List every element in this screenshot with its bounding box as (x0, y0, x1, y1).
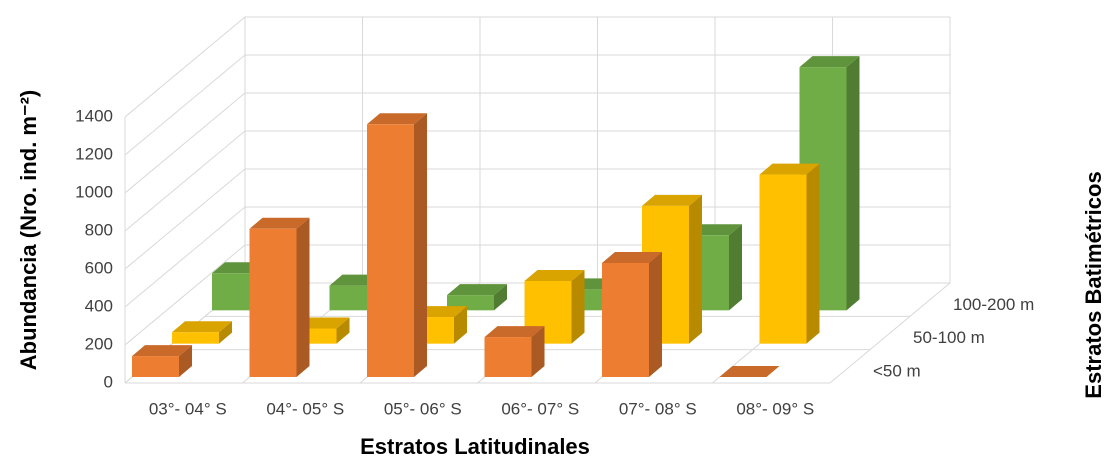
bar-side (454, 306, 467, 344)
bar-top (602, 252, 662, 263)
x-tick-label: 06°- 07° S (501, 399, 579, 418)
bar-top (719, 366, 780, 377)
y-tick-label: 200 (85, 334, 113, 353)
x-tick-label: 08°- 09° S (736, 399, 814, 418)
y-tick-label: 1200 (75, 144, 113, 163)
floor-line (829, 282, 951, 384)
y-tick-label: 600 (85, 258, 113, 277)
bar-top (759, 163, 820, 175)
bar-side (729, 224, 742, 311)
bar-top (367, 113, 427, 125)
bar-top (799, 56, 860, 68)
bar-side (531, 326, 545, 377)
bar-side (649, 252, 662, 377)
bar-side (179, 345, 192, 377)
bar-side (296, 217, 310, 377)
bar-top (447, 284, 507, 296)
legend-label: <50 m (873, 361, 921, 380)
bar (367, 124, 414, 377)
z-axis-title: Estratos Batimétricos (1081, 171, 1106, 398)
bar-side (414, 113, 427, 378)
bar (602, 263, 649, 377)
x-tick-label: 03°- 04° S (149, 399, 227, 418)
bar-top (524, 269, 585, 281)
bar-side (806, 163, 820, 344)
bar-side (336, 317, 350, 344)
bar (172, 332, 219, 344)
legend-label: 50-100 m (913, 328, 985, 347)
y-tick-label: 1400 (75, 106, 113, 125)
bar-side (846, 56, 860, 311)
x-tick-label: 05°- 06° S (384, 399, 462, 418)
x-tick-label: 07°- 08° S (619, 399, 697, 418)
bar-top (132, 345, 192, 357)
bar-side (494, 284, 507, 311)
bar (759, 174, 807, 344)
legend-label: 100-200 m (953, 295, 1034, 314)
y-tick-label: 800 (85, 220, 113, 239)
bar-side (219, 321, 232, 344)
bar-top (484, 326, 545, 338)
bar (132, 356, 179, 377)
y-tick-label: 1000 (75, 182, 113, 201)
y-tick-label: 400 (85, 296, 113, 315)
y-axis-title: Abundancia (Nro. ind. m⁻²) (16, 90, 41, 371)
bar-top (249, 217, 310, 229)
x-tick-label: 04°- 05° S (266, 399, 344, 418)
bar-top (642, 194, 702, 206)
bar-top (172, 321, 232, 333)
bar-side (571, 269, 585, 344)
bar (484, 337, 532, 377)
bar (249, 228, 297, 377)
y-tick-label: 0 (104, 372, 113, 391)
x-axis-title: Estratos Latitudinales (360, 434, 590, 459)
bar-side (689, 194, 702, 344)
